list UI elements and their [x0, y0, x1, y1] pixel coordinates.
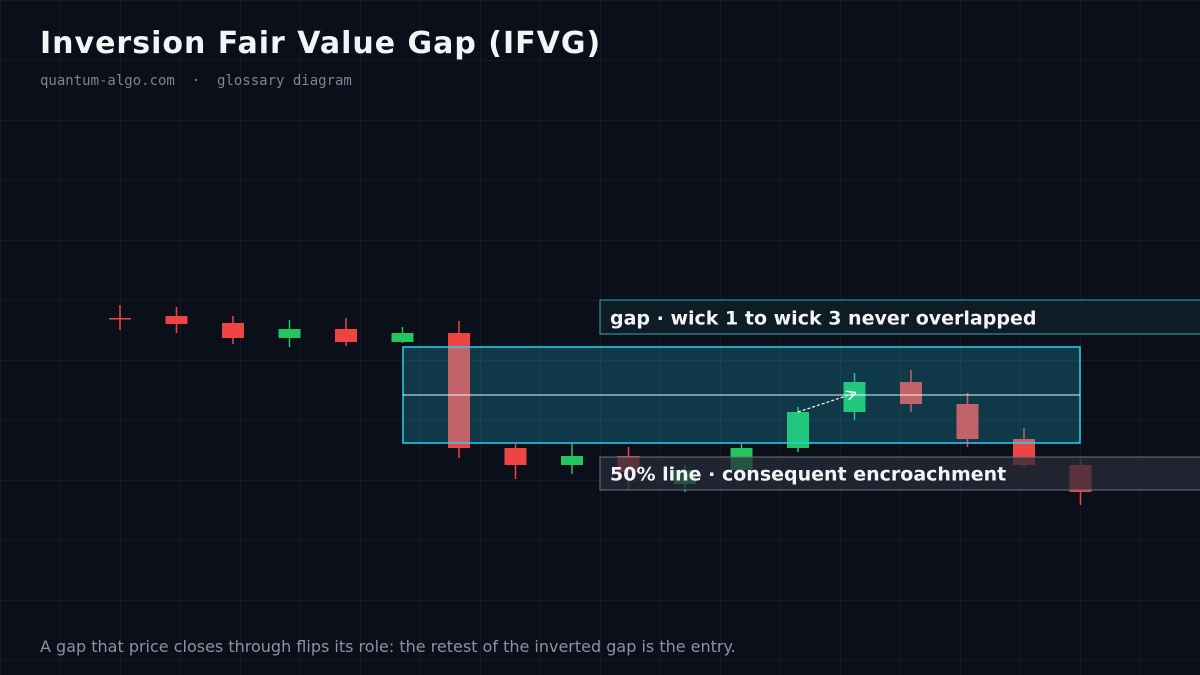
candle-body — [165, 316, 188, 324]
caption: A gap that price closes through flips it… — [40, 637, 736, 656]
candle-body — [561, 456, 583, 465]
subtitle: quantum-algo.com · glossary diagram — [40, 73, 352, 89]
annotation-box — [599, 456, 1200, 491]
title: Inversion Fair Value Gap (IFVG) — [40, 26, 602, 61]
candle-body — [787, 412, 809, 448]
candle-body — [448, 333, 470, 448]
annotation: 50% line · consequent encroachment — [610, 464, 1006, 486]
annotation: gap · wick 1 to wick 3 never overlapped — [610, 308, 1036, 330]
candle-body — [335, 329, 357, 342]
candle-body — [391, 333, 414, 342]
candle-body — [956, 404, 979, 439]
candle-body — [504, 448, 527, 465]
candle-body — [900, 382, 922, 404]
retest-arrow — [797, 393, 855, 413]
candle-body — [278, 329, 301, 338]
candle-body — [222, 323, 244, 338]
candle-body — [109, 318, 131, 320]
annotation-box — [599, 299, 1200, 335]
